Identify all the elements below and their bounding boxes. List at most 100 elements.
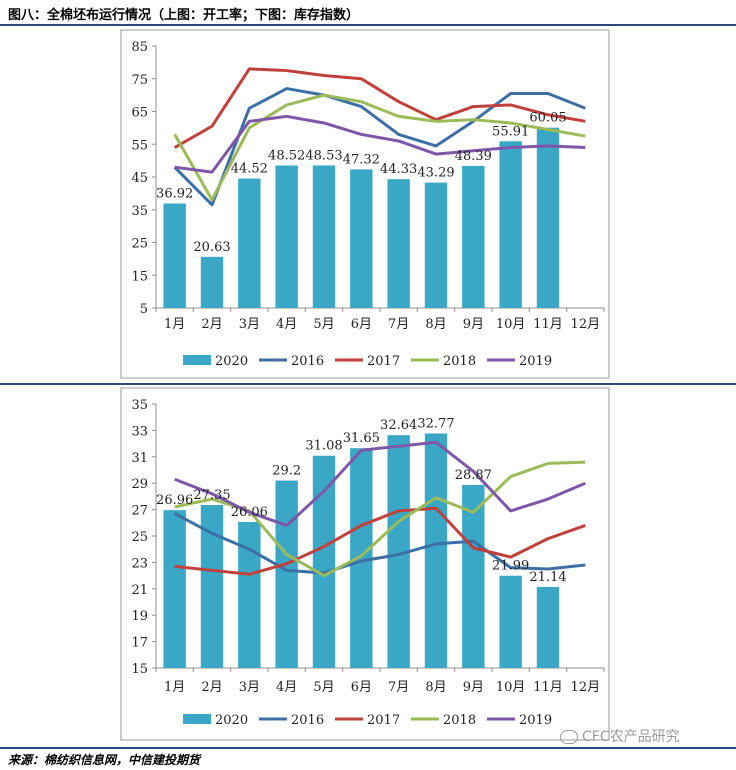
bar-2020 [499,575,522,668]
bar-2020 [275,480,298,668]
bar-2020 [424,182,448,308]
x-category-label: 5月 [313,680,334,695]
line-2019 [174,114,586,174]
bar-2020 [238,178,261,308]
bar-2020 [387,179,410,308]
data-label: 48.52 [268,148,305,163]
bar-2020 [238,522,261,668]
bar-2020 [499,141,522,308]
legend-label-2016: 2016 [291,713,324,728]
x-category-label: 11月 [533,680,563,695]
y-tick-label: 35 [131,398,148,413]
data-label: 32.64 [380,418,417,433]
y-tick-label: 35 [131,204,148,219]
y-tick-label: 85 [131,40,148,55]
data-label: 29.2 [272,464,301,479]
data-label: 44.33 [380,162,417,177]
line-2018 [173,93,586,202]
y-tick-label: 45 [131,171,148,186]
y-tick-label: 29 [131,477,148,492]
x-category-label: 9月 [463,317,484,332]
data-label: 21.99 [492,559,529,574]
bar-2020 [200,504,224,668]
bar-2020 [536,127,560,309]
line-2016 [173,512,586,575]
x-category-label: 10月 [496,680,526,695]
x-category-label: 12月 [571,680,601,695]
legend-swatch-2020 [183,714,211,724]
data-label: 55.91 [492,124,529,139]
source-note: 来源：棉纺织信息网，中信建投期货 [8,753,201,767]
x-category-label: 5月 [313,317,334,332]
legend-swatch-2020 [183,355,211,365]
bar-2020 [350,169,373,308]
chart-inventory-index: 15 17 19 21 23 25 27 29 31 33 35 1月 2月 3月 4月 5月 6月 7月 8月 9月… [120,387,610,741]
x-category-label: 7月 [388,680,409,695]
x-category-label: 8月 [425,680,446,695]
line-2016 [173,87,586,207]
x-category-label: 1月 [164,680,185,695]
x-category-label: 2月 [201,680,222,695]
legend-label-2017: 2017 [367,713,400,728]
y-tick-label: 33 [131,424,148,439]
y-tick-label: 25 [131,237,148,252]
bar-2020 [200,256,224,308]
y-tick-label: 55 [131,138,148,153]
data-label: 26.06 [231,505,268,520]
data-label: 26.96 [156,493,193,508]
bar-2020 [462,484,485,668]
y-tick-label: 15 [131,662,148,677]
watermark-text: CFC农产品研究 [582,729,680,745]
x-category-label: 3月 [239,317,260,332]
line-2017 [174,506,586,576]
data-label: 48.39 [455,149,492,164]
watermark: CFC农产品研究 [560,726,680,746]
x-category-label: 4月 [276,317,297,332]
top-rule [0,24,736,26]
data-label: 32.77 [417,416,454,431]
bar-2020 [536,586,560,668]
legend-label-2019: 2019 [519,354,552,369]
x-category-label: 3月 [239,680,260,695]
x-category-label: 6月 [351,680,372,695]
data-label: 47.32 [343,152,380,167]
legend-label-2016: 2016 [291,354,324,369]
middle-rule [0,383,736,385]
chart-operating-rate: 5 15 25 35 45 55 65 75 85 1月 2月 3月 4月 5月 6月 7月 8月 9月 10月 11… [120,29,610,379]
x-category-label: 8月 [425,317,446,332]
data-label: 48.53 [305,148,342,163]
x-category-label: 7月 [388,317,409,332]
y-tick-label: 27 [131,504,148,519]
bar-2020 [312,165,336,308]
data-label: 28.87 [455,468,492,483]
y-tick-label: 65 [131,106,148,121]
legend-label-2020: 2020 [215,354,248,369]
data-label: 60.05 [529,111,566,126]
bar-2020 [387,435,410,668]
data-label: 44.52 [231,162,268,177]
bar-2020 [312,455,336,668]
legend-label-2020: 2020 [215,713,248,728]
legend-label-2017: 2017 [367,354,400,369]
data-label: 36.92 [156,186,193,201]
y-tick-label: 17 [131,636,148,651]
line-2017 [173,67,586,149]
x-category-label: 4月 [276,680,297,695]
y-tick-label: 15 [131,269,148,284]
x-category-label: 11月 [533,317,563,332]
x-category-label: 2月 [201,317,222,332]
y-tick-label: 31 [131,451,148,466]
data-label: 43.29 [417,166,454,181]
y-tick-label: 25 [131,530,148,545]
legend-label-2018: 2018 [443,713,476,728]
x-category-label: 6月 [351,317,372,332]
bar-2020 [163,510,186,668]
y-tick-label: 19 [131,609,148,624]
y-tick-label: 21 [131,583,148,598]
data-label: 31.65 [343,431,380,446]
x-category-label: 10月 [496,317,526,332]
bar-2020 [424,433,448,668]
bottom-rule [0,747,736,749]
data-label: 31.08 [305,439,342,454]
y-tick-label: 5 [140,302,148,317]
